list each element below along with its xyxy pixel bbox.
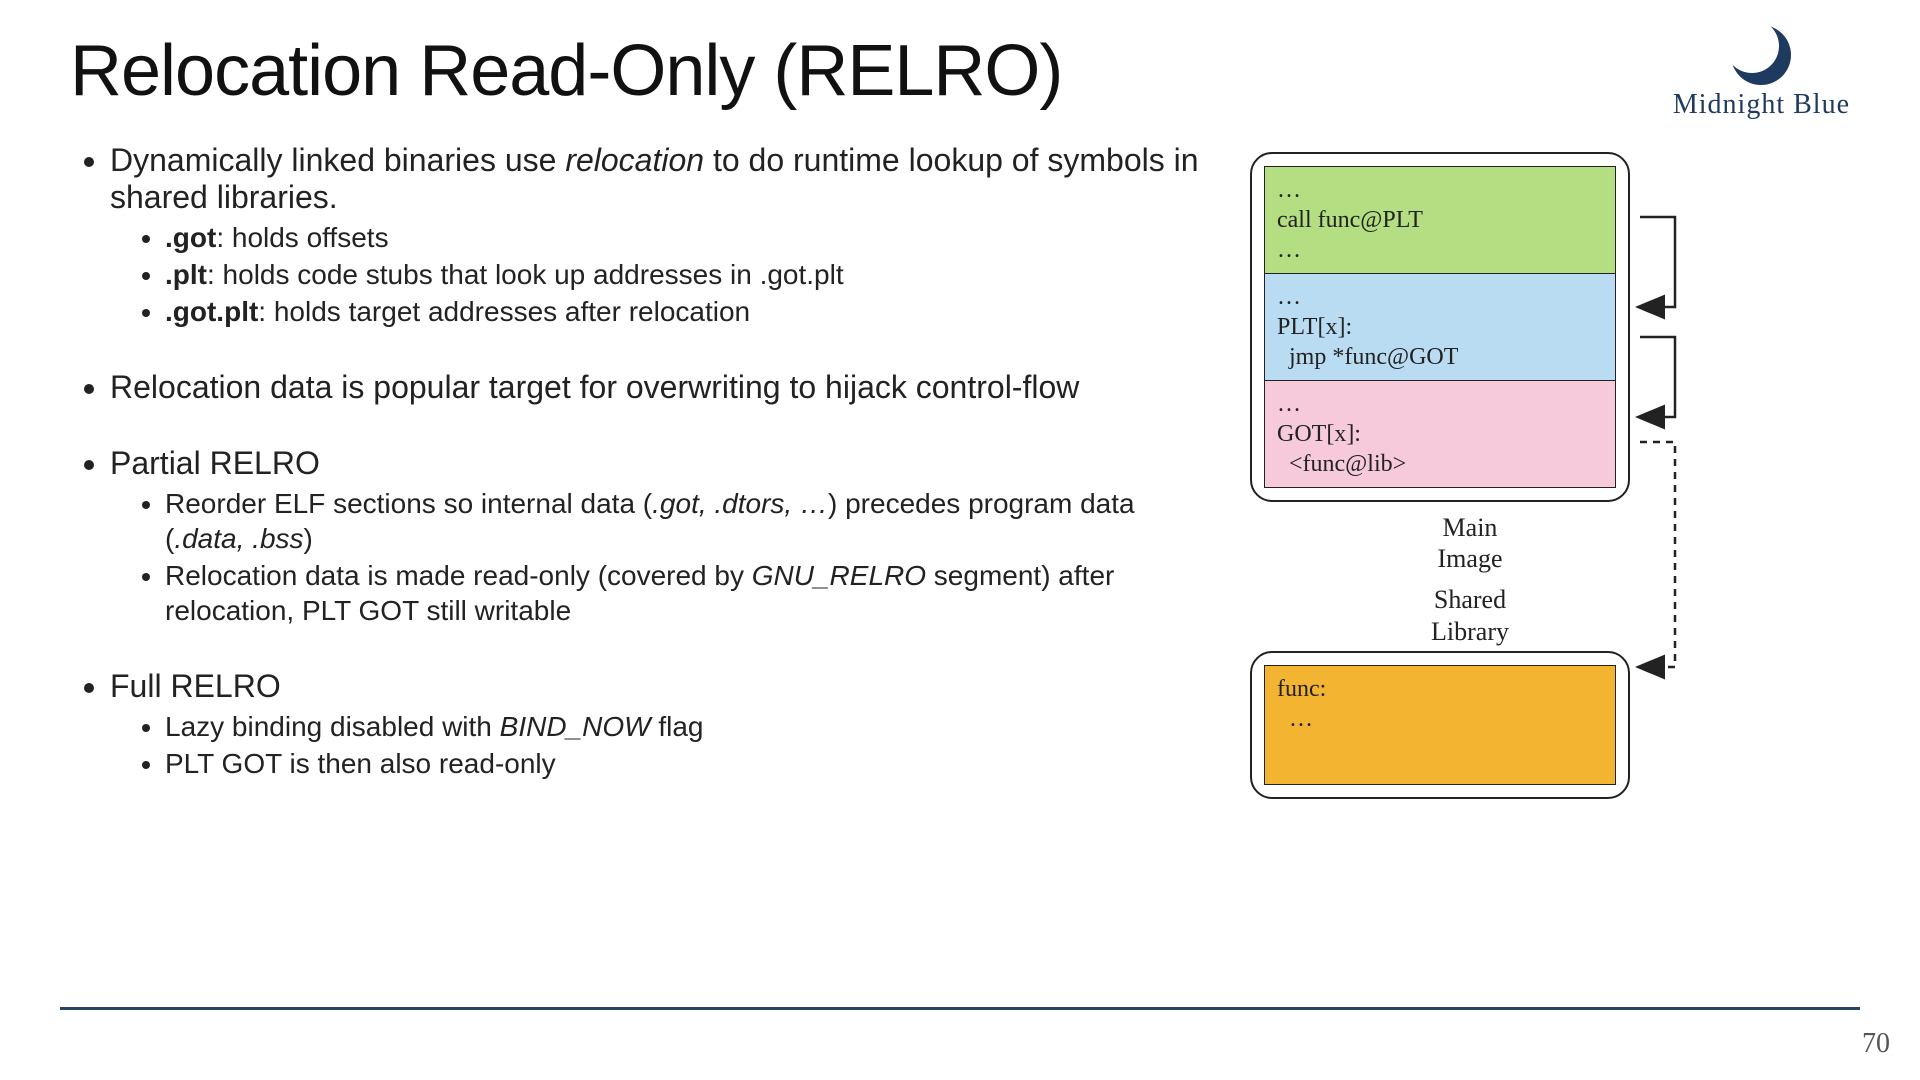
slide: Midnight Blue Relocation Read-Only (RELR… xyxy=(0,0,1920,1080)
content-row: Dynamically linked binaries use relocati… xyxy=(70,142,1860,821)
lib-caption: Shared Library xyxy=(1250,584,1690,646)
segment-func: func: … xyxy=(1264,665,1616,785)
main-image-box: … call func@PLT … … PLT[x]: jmp *func@GO… xyxy=(1250,152,1630,502)
bullet-1: Dynamically linked binaries use relocati… xyxy=(110,142,1210,329)
page-title: Relocation Read-Only (RELRO) xyxy=(70,30,1860,112)
bullet-1-1: .got: holds offsets xyxy=(165,220,1210,255)
bullet-3: Partial RELRO Reorder ELF sections so in… xyxy=(110,445,1210,628)
bullet-4-1: Lazy binding disabled with BIND_NOW flag xyxy=(165,709,1210,744)
page-number: 70 xyxy=(1862,1028,1890,1060)
brand-text: Midnight Blue xyxy=(1673,89,1850,121)
bullet-list: Dynamically linked binaries use relocati… xyxy=(70,142,1210,781)
shared-library-box: func: … xyxy=(1250,651,1630,799)
bullet-1-3: .got.plt: holds target addresses after r… xyxy=(165,294,1210,329)
bullet-4: Full RELRO Lazy binding disabled with BI… xyxy=(110,668,1210,781)
bullet-1-2: .plt: holds code stubs that look up addr… xyxy=(165,257,1210,292)
bullet-3-2: Relocation data is made read-only (cover… xyxy=(165,558,1210,628)
segment-plt: … PLT[x]: jmp *func@GOT xyxy=(1264,274,1616,381)
text-column: Dynamically linked binaries use relocati… xyxy=(70,142,1210,821)
diagram: … call func@PLT … … PLT[x]: jmp *func@GO… xyxy=(1250,142,1690,821)
segment-got: … GOT[x]: <func@lib> xyxy=(1264,381,1616,488)
bullet-2: Relocation data is popular target for ov… xyxy=(110,369,1210,406)
main-caption: Main Image xyxy=(1250,512,1690,574)
footer-divider xyxy=(60,1007,1860,1010)
bullet-3-1: Reorder ELF sections so internal data (.… xyxy=(165,486,1210,556)
bullet-4-2: PLT GOT is then also read-only xyxy=(165,746,1210,781)
segment-text: … call func@PLT … xyxy=(1264,166,1616,274)
brand-logo: Midnight Blue xyxy=(1673,25,1850,121)
crescent-icon xyxy=(1731,25,1791,85)
